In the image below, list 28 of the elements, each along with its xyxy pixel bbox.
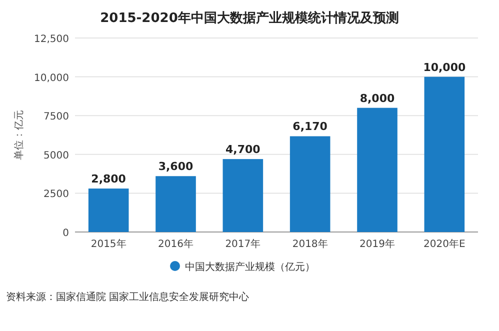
y-tick-label: 5000 xyxy=(44,150,69,162)
x-tick-label: 2019年 xyxy=(360,238,395,250)
x-tick-label: 2017年 xyxy=(225,238,261,250)
y-tick-label: 10,000 xyxy=(34,72,69,84)
bar xyxy=(357,108,398,232)
data-label: 8,000 xyxy=(360,92,395,105)
data-label: 2,800 xyxy=(91,172,126,186)
x-tick-label: 2016年 xyxy=(158,238,194,250)
bar xyxy=(290,136,330,232)
y-tick-label: 12,500 xyxy=(34,34,69,45)
bar xyxy=(88,188,129,232)
x-tick-label: 2015年 xyxy=(90,238,126,250)
x-tick-label: 2020年E xyxy=(424,238,466,250)
legend-label: 中国大数据产业规模（亿元） xyxy=(185,261,315,273)
bar xyxy=(424,76,465,232)
bar xyxy=(156,176,196,232)
data-label: 6,170 xyxy=(292,120,328,134)
data-label: 3,600 xyxy=(158,160,194,174)
y-tick-label: 7500 xyxy=(44,112,69,123)
y-axis-title: 单位：亿元 xyxy=(13,110,25,160)
data-label: 10,000 xyxy=(423,60,466,74)
x-tick-label: 2018年 xyxy=(292,238,328,250)
bar xyxy=(222,159,264,232)
chart-title: 2015-2020年中国大数据产业规模统计情况及预测 xyxy=(100,10,399,26)
y-tick-label: 2500 xyxy=(44,189,69,200)
y-tick-label: 0 xyxy=(62,228,69,239)
data-label: 4,700 xyxy=(226,143,261,156)
text: 资料来源：国家信通院 国家工业信息安全发展研究中心 xyxy=(6,291,250,303)
